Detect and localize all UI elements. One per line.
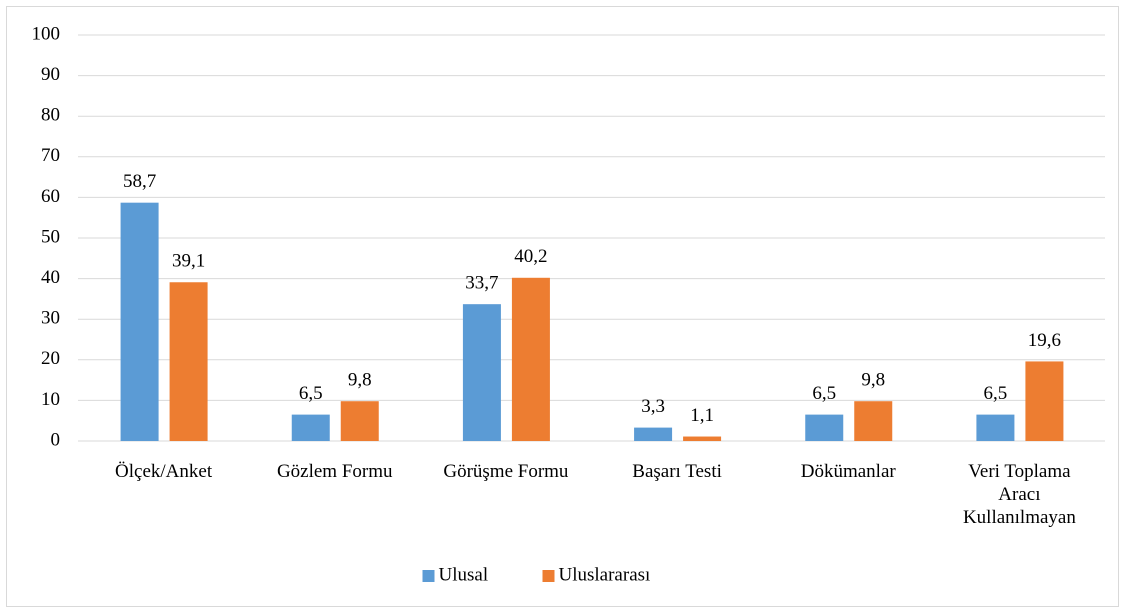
data-label: 6,5 (812, 383, 836, 404)
y-tick-label: 80 (41, 105, 60, 126)
bar (462, 304, 501, 441)
data-label: 6,5 (984, 383, 1008, 404)
bar (340, 401, 379, 441)
legend-label: Ulusal (439, 564, 489, 585)
x-tick-label: Başarı Testi (632, 461, 722, 482)
y-tick-label: 60 (41, 186, 60, 207)
data-label: 6,5 (299, 383, 323, 404)
y-tick-label: 20 (41, 348, 60, 369)
x-tick-label: Görüşme Formu (443, 461, 569, 482)
y-tick-label: 50 (41, 226, 60, 247)
bar (976, 414, 1015, 441)
bar (1025, 361, 1064, 441)
legend-swatch (542, 570, 555, 582)
legend-swatch (422, 570, 435, 582)
data-label: 40,2 (514, 246, 547, 267)
y-tick-label: 30 (41, 308, 60, 329)
data-label: 3,3 (641, 396, 665, 417)
y-tick-label: 70 (41, 145, 60, 166)
bar (805, 414, 844, 441)
data-label: 58,7 (123, 171, 156, 192)
x-tick-label: Ölçek/Anket (115, 461, 213, 482)
y-tick-label: 0 (51, 429, 61, 450)
data-label: 9,8 (348, 370, 372, 391)
bar (511, 277, 550, 441)
bar (169, 282, 208, 441)
data-label: 39,1 (172, 251, 205, 272)
y-tick-label: 100 (32, 23, 61, 44)
bar (854, 401, 893, 441)
y-tick-label: 10 (41, 389, 60, 410)
data-label: 9,8 (861, 370, 885, 391)
y-tick-label: 90 (41, 64, 60, 85)
legend-label: Uluslararası (559, 564, 651, 585)
bar (120, 202, 159, 441)
x-tick-label: Dökümanlar (800, 461, 896, 482)
bar (634, 427, 673, 441)
y-tick-label: 40 (41, 267, 60, 288)
x-tick-label: Gözlem Formu (276, 461, 393, 482)
x-tick-label: Veri Toplama Aracı Kullanılmayan (962, 461, 1076, 528)
data-label: 33,7 (465, 273, 498, 294)
bar (683, 436, 722, 441)
bar (291, 414, 330, 441)
data-label: 19,6 (1028, 330, 1061, 351)
data-label: 1,1 (690, 405, 714, 426)
